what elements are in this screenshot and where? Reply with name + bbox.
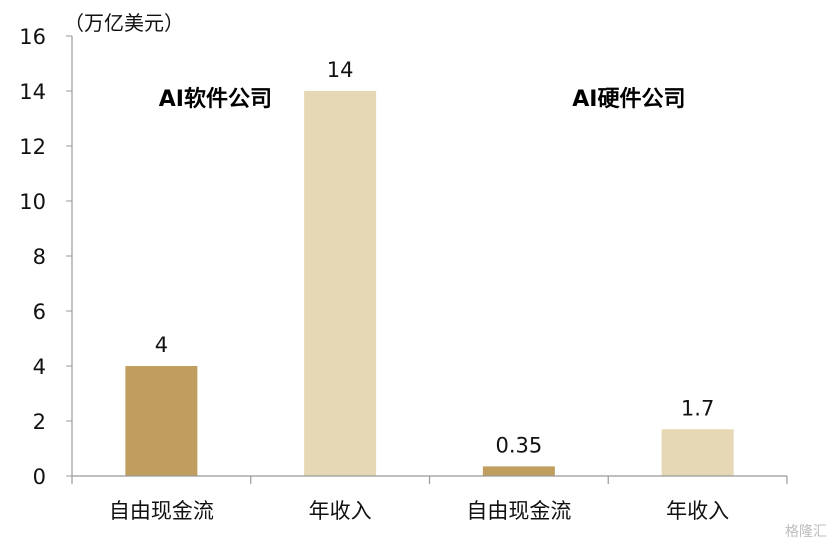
group-labels: AI软件公司 AI硬件公司 <box>159 86 686 112</box>
data-label: 1.7 <box>681 396 714 420</box>
y-tick-label: 4 <box>33 355 46 379</box>
x-category-label: 年收入 <box>666 499 729 523</box>
data-labels: 4 14 0.35 1.7 <box>155 58 715 457</box>
y-tick-label: 8 <box>33 245 46 269</box>
y-tick-label: 14 <box>19 80 46 104</box>
y-axis-ticks: 0 2 4 6 8 10 12 14 16 <box>19 25 72 489</box>
x-category-label: 年收入 <box>309 499 372 523</box>
x-category-label: 自由现金流 <box>109 499 214 523</box>
y-tick-label: 12 <box>19 135 46 159</box>
bar <box>482 466 555 476</box>
data-label: 14 <box>327 58 354 82</box>
y-axis-unit-label: （万亿美元） <box>64 11 184 35</box>
bars <box>125 91 734 476</box>
watermark: 格隆汇 <box>785 524 827 540</box>
bar <box>125 366 198 476</box>
data-label: 0.35 <box>495 433 542 457</box>
y-tick-label: 2 <box>33 410 46 434</box>
data-label: 4 <box>155 333 168 357</box>
group-label: AI硬件公司 <box>572 87 685 112</box>
y-tick-label: 0 <box>33 465 46 489</box>
group-label: AI软件公司 <box>159 86 272 112</box>
y-tick-label: 16 <box>19 25 46 49</box>
y-tick-label: 6 <box>33 300 46 324</box>
bar <box>304 91 377 476</box>
y-tick-label: 10 <box>19 190 46 214</box>
category-labels: 自由现金流 年收入 自由现金流 年收入 <box>109 499 729 523</box>
bar <box>661 429 734 476</box>
x-category-label: 自由现金流 <box>466 499 571 523</box>
axes <box>71 36 788 484</box>
